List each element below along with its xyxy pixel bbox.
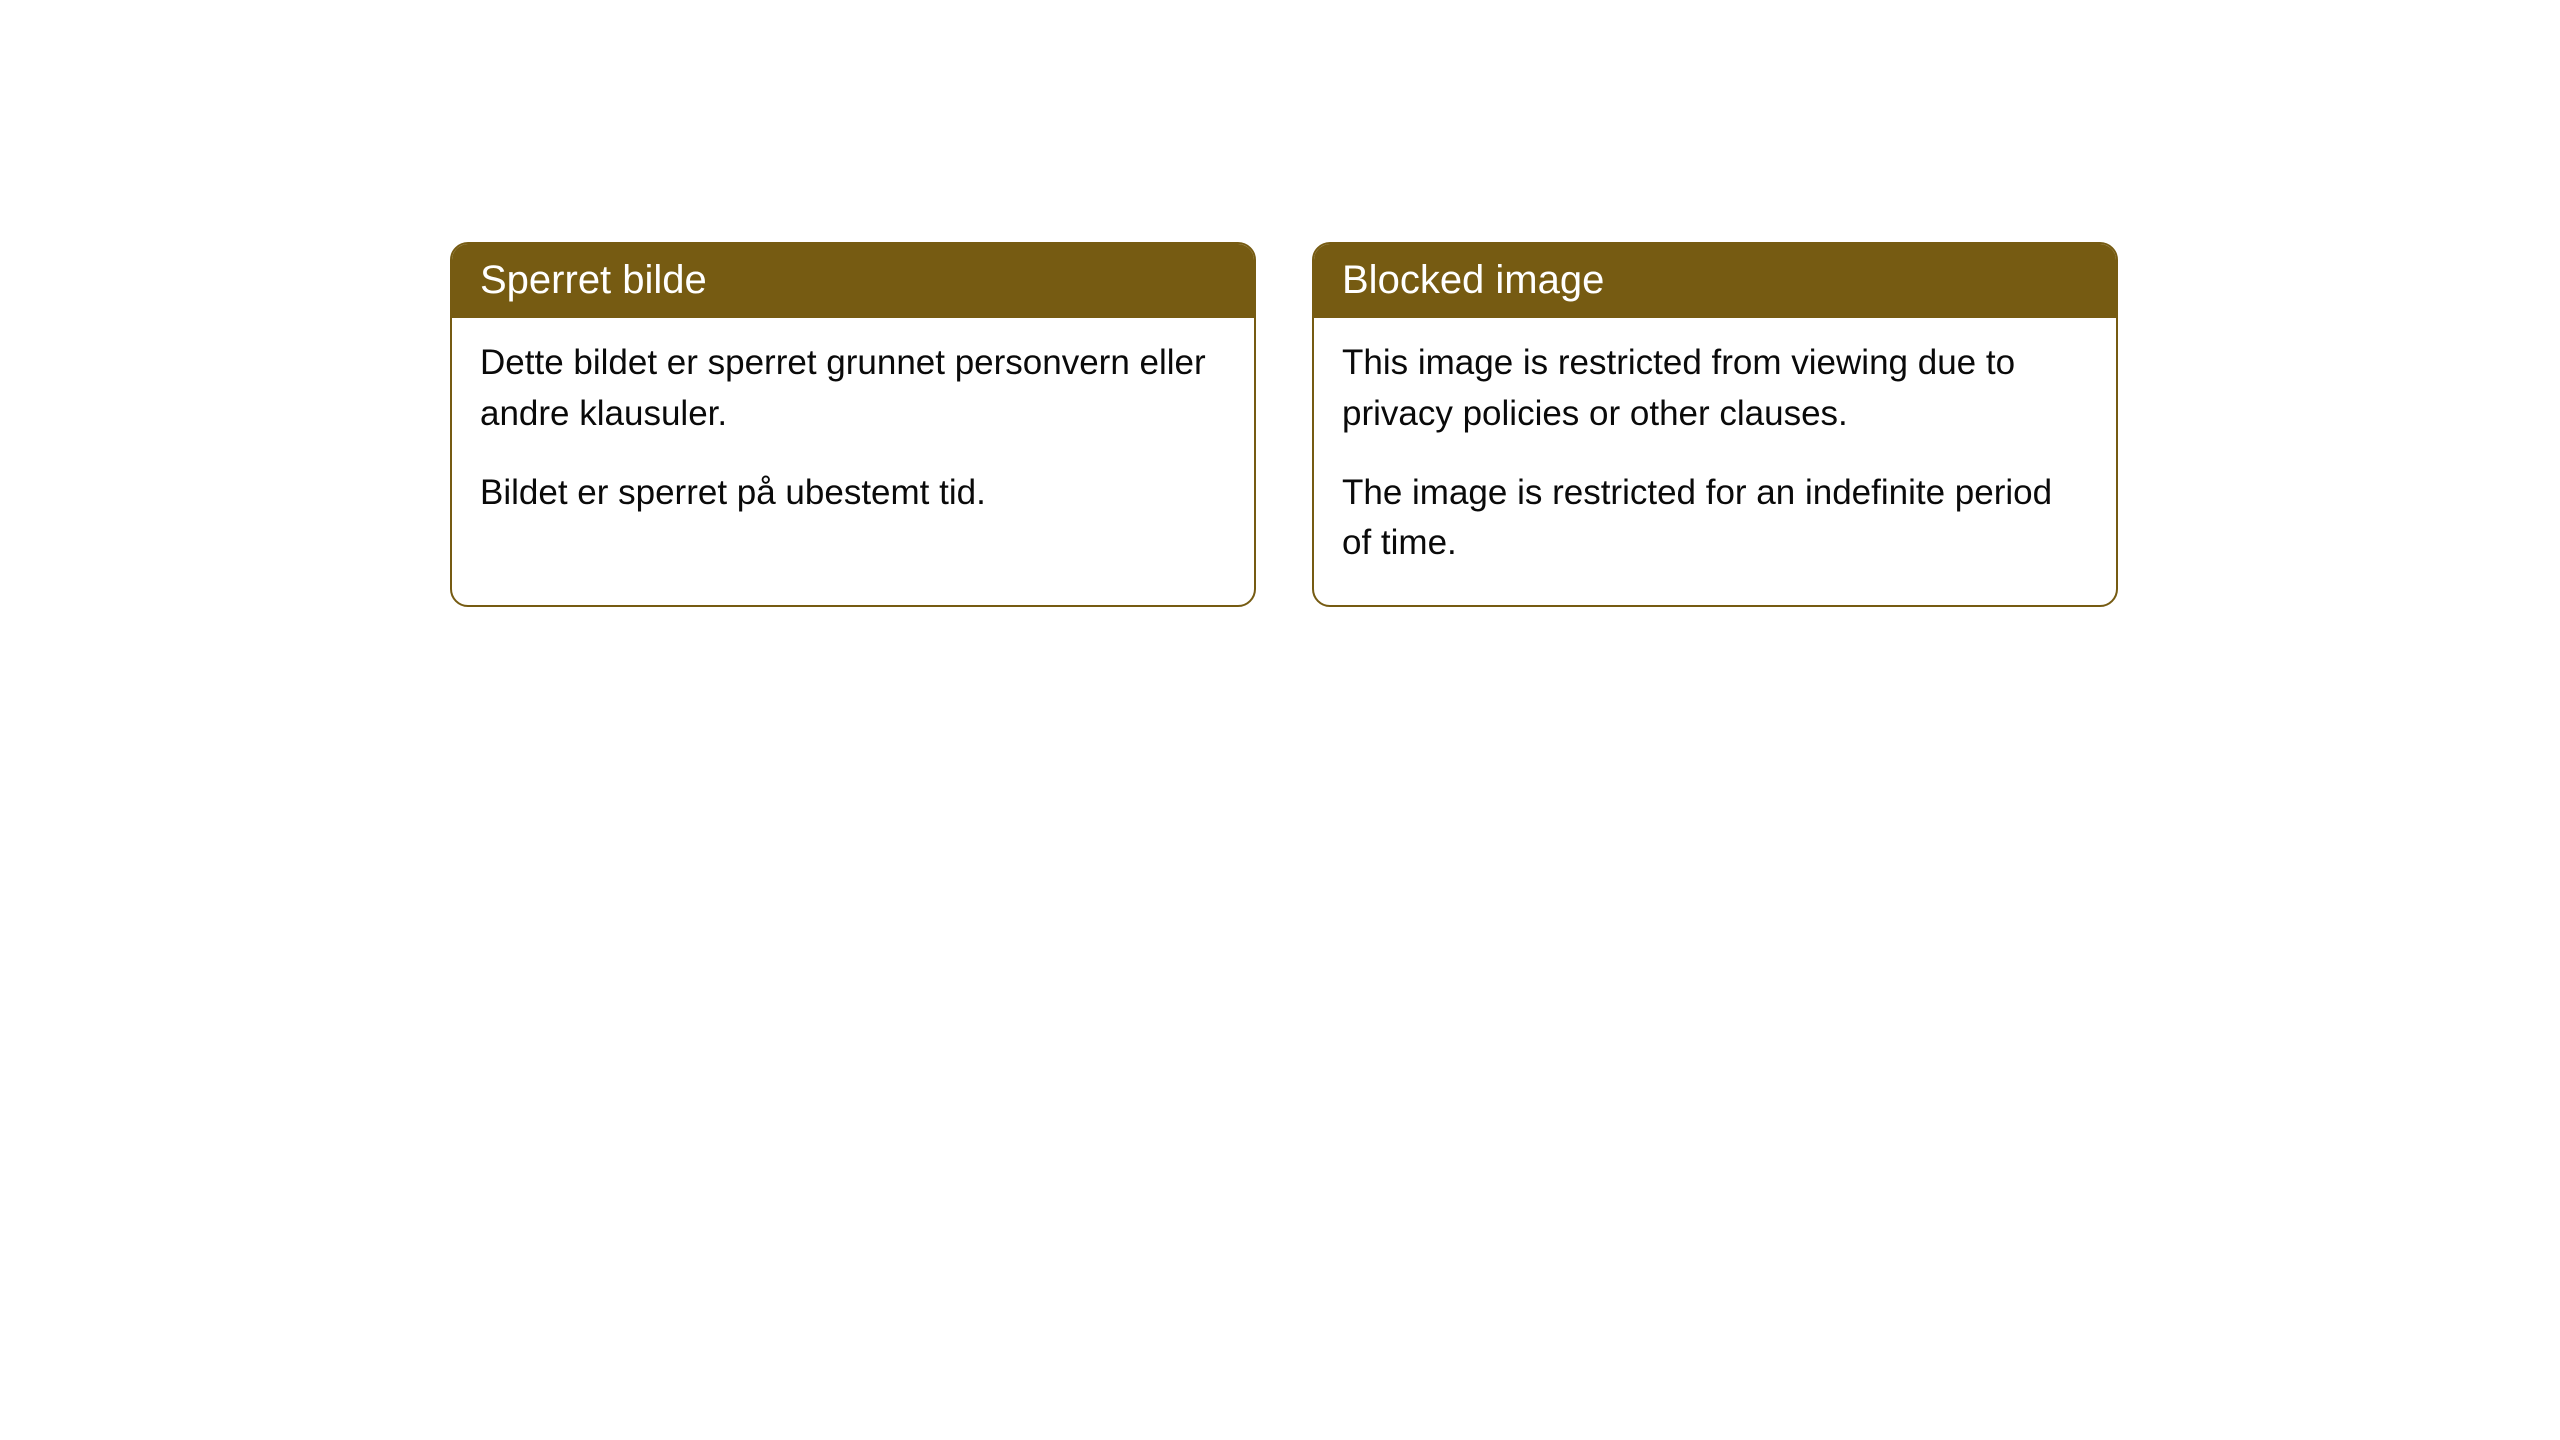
notice-body: This image is restricted from viewing du…	[1314, 318, 2116, 605]
notice-paragraph: Bildet er sperret på ubestemt tid.	[480, 468, 1226, 519]
notice-paragraph: Dette bildet er sperret grunnet personve…	[480, 338, 1226, 440]
notice-paragraph: This image is restricted from viewing du…	[1342, 338, 2088, 440]
notice-container: Sperret bilde Dette bildet er sperret gr…	[0, 0, 2560, 607]
notice-title: Sperret bilde	[452, 244, 1254, 318]
notice-title: Blocked image	[1314, 244, 2116, 318]
notice-card-english: Blocked image This image is restricted f…	[1312, 242, 2118, 607]
notice-paragraph: The image is restricted for an indefinit…	[1342, 468, 2088, 570]
notice-body: Dette bildet er sperret grunnet personve…	[452, 318, 1254, 554]
notice-card-norwegian: Sperret bilde Dette bildet er sperret gr…	[450, 242, 1256, 607]
